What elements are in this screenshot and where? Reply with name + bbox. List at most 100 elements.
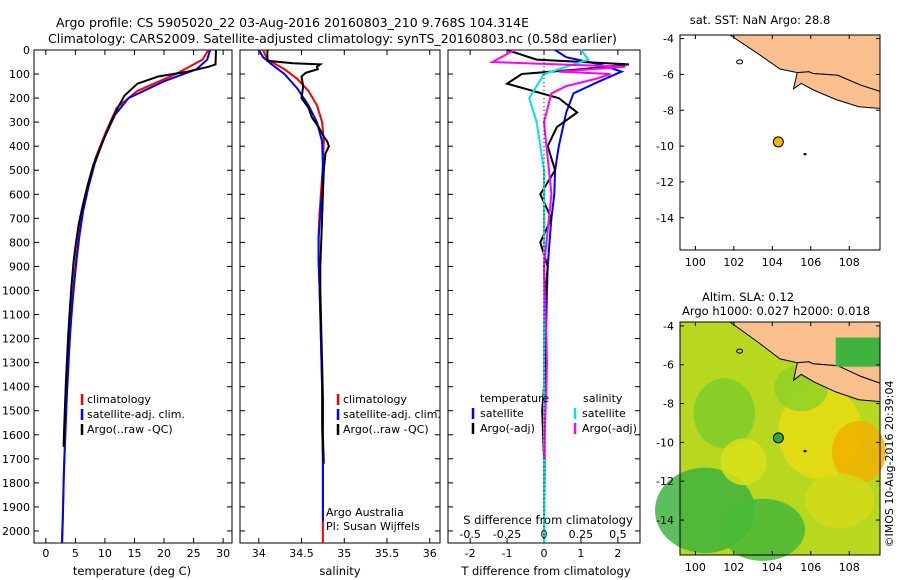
y-tick-label: 700 xyxy=(9,212,30,225)
salinity-panel: 34 34.5 35 35.5 36 climatology satellite-adj. … xyxy=(239,49,441,560)
x-tick-label: 20 xyxy=(157,547,171,560)
plot-frame xyxy=(33,49,233,544)
y-tick-label: 1800 xyxy=(2,477,30,490)
y-tick-label: -10 xyxy=(656,436,674,449)
y-tick-label: -8 xyxy=(663,104,674,117)
x-tick-label: 106 xyxy=(800,561,821,574)
y-tick-label: 300 xyxy=(9,116,30,129)
y-tick-label: -12 xyxy=(656,475,674,488)
argo-position-marker xyxy=(772,432,784,444)
y-tick-label: 1300 xyxy=(2,357,30,370)
x-tick-label: 35 xyxy=(337,547,351,560)
x-tick-label: 5 xyxy=(72,547,79,560)
y-tick-label: 400 xyxy=(9,140,30,153)
y-tick-label: 1100 xyxy=(2,309,30,322)
sla-map-title2: Argo h1000: 0.027 h2000: 0.018 xyxy=(682,304,870,318)
y-tick-label: 500 xyxy=(9,164,30,177)
y-tick-label: 1000 xyxy=(2,284,30,297)
temperature-panel: 0 5 10 15 20 25 300100200300400500600700800900… xyxy=(2,44,233,560)
x-tick-label: 10 xyxy=(98,547,112,560)
x-tick-label: 25 xyxy=(187,547,201,560)
series-line xyxy=(61,49,212,544)
header-line2: Climatology: CARS2009. Satellite-adjuste… xyxy=(48,31,617,46)
y-tick-label: 1500 xyxy=(2,405,30,418)
heatmap-patch xyxy=(720,438,767,486)
y-tick-label: 1700 xyxy=(2,453,30,466)
x-tick-label: 104 xyxy=(762,256,783,269)
sst-map-title: sat. SST: NaN Argo: 28.8 xyxy=(690,13,831,27)
y-tick-label: -14 xyxy=(656,212,674,225)
y-tick-label: -8 xyxy=(663,398,674,411)
y-tick-label: -4 xyxy=(663,320,674,333)
x-tick-label: 108 xyxy=(839,256,860,269)
y-tick-label: 0 xyxy=(23,44,30,57)
y-tick-label: 100 xyxy=(9,68,30,81)
x-tick-label: 34 xyxy=(252,547,266,560)
island xyxy=(736,348,744,354)
heatmap-patch xyxy=(693,378,755,449)
temperature-axis-label: temperature (deg C) xyxy=(73,564,191,578)
heatmap-patch xyxy=(720,498,805,561)
y-tick-label: 1600 xyxy=(2,429,30,442)
x-tick-label: 15 xyxy=(127,547,141,560)
legend-heading-temperature: temperature xyxy=(480,392,549,405)
x-tick-label: 30 xyxy=(216,547,230,560)
x2-tick-label: -0.5 xyxy=(459,528,480,541)
y-tick-label: -6 xyxy=(663,68,674,81)
y-tick-label: 2000 xyxy=(2,525,30,538)
x-tick-label: 100 xyxy=(685,561,706,574)
y-tick-label: -6 xyxy=(663,359,674,372)
y-tick-label: 1200 xyxy=(2,333,30,346)
x-tick-label: 102 xyxy=(723,561,744,574)
watermark: ©IMOS 10-Aug-2016 20:39:04 xyxy=(883,381,896,548)
legend-label: Argo(-adj) xyxy=(480,422,535,435)
legend-label: satellite xyxy=(480,407,524,420)
difference-panel: -2-1012-0.5-0.2500.250.5temperaturesalin… xyxy=(447,49,641,560)
legend-label: Argo(..raw -QC) xyxy=(343,423,429,436)
x-tick-label: -1 xyxy=(502,547,513,560)
series-line xyxy=(266,50,330,464)
y-tick-label: -14 xyxy=(656,514,674,527)
legend-label: climatology xyxy=(343,393,407,406)
island xyxy=(803,449,807,453)
x-tick-label: 106 xyxy=(800,256,821,269)
heatmap-patch xyxy=(805,473,875,528)
y-tick-label: 1900 xyxy=(2,501,30,514)
legend-label: climatology xyxy=(87,393,151,406)
x-tick-label: 34.5 xyxy=(289,547,314,560)
annotation-pi: PI: Susan Wijffels xyxy=(326,520,420,533)
x-tick-label: -2 xyxy=(465,547,476,560)
x-tick-label: 104 xyxy=(762,561,783,574)
s-difference-axis-label: S difference from climatology xyxy=(463,513,633,527)
x2-tick-label: -0.25 xyxy=(493,528,521,541)
x-tick-label: 108 xyxy=(839,561,860,574)
y-tick-label: 200 xyxy=(9,92,30,105)
y-tick-label: 600 xyxy=(9,188,30,201)
x2-tick-label: 0.25 xyxy=(569,528,594,541)
salinity-axis-label: salinity xyxy=(319,564,360,578)
sla-map-panel: 100 102 104 106 108 -4 -6 -8 -10 -12 -14 xyxy=(655,320,886,574)
sst-map-panel: 100 102 104 106 108 -4 -6 -8 -10 -12 -14 xyxy=(656,33,881,269)
x-tick-label: 1 xyxy=(577,547,584,560)
legend-label: Argo(-adj) xyxy=(582,422,637,435)
x-tick-label: 0 xyxy=(541,547,548,560)
map-frame xyxy=(679,34,881,251)
legend-label: Argo(..raw -QC) xyxy=(87,423,173,436)
heatmap-patch xyxy=(831,421,886,484)
y-tick-label: -12 xyxy=(656,176,674,189)
x-tick-label: 36 xyxy=(423,547,437,560)
y-tick-label: -4 xyxy=(663,33,674,46)
x2-tick-label: 0.5 xyxy=(609,528,627,541)
heatmap-patch xyxy=(835,337,880,367)
island xyxy=(803,152,807,156)
x-tick-label: 2 xyxy=(614,547,621,560)
t-difference-axis-label: T difference from climatology xyxy=(460,564,631,578)
legend-label: satellite-adj. clim. xyxy=(343,408,441,421)
x-tick-label: 0 xyxy=(42,547,49,560)
legend-label: satellite xyxy=(582,407,626,420)
y-tick-label: -10 xyxy=(656,140,674,153)
x-tick-label: 35.5 xyxy=(375,547,400,560)
y-tick-label: 800 xyxy=(9,236,30,249)
annotation-argo-australia: Argo Australia xyxy=(326,506,404,519)
